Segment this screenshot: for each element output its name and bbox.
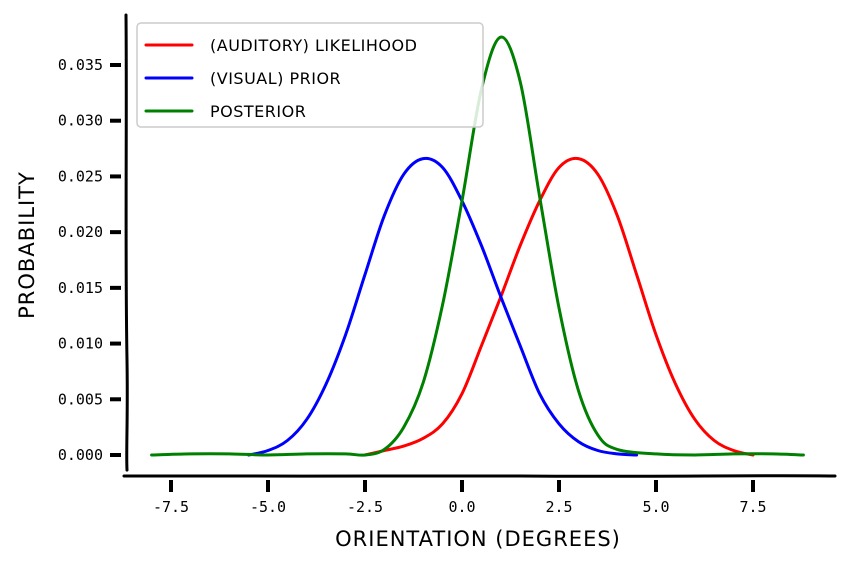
series-line-0: [363, 156, 755, 457]
x-tick-label: -5.0: [250, 498, 286, 516]
legend-label: (VISUAL) PRIOR: [210, 69, 341, 88]
legend-box: [136, 22, 484, 128]
x-tick-label: -7.5: [153, 498, 189, 516]
y-tick-label: 0.035: [58, 56, 103, 74]
y-tick-label: 0.015: [58, 279, 103, 297]
x-axis-line: [122, 474, 837, 478]
x-tick-label: 2.5: [545, 498, 572, 516]
x-tick-label: 7.5: [739, 498, 766, 516]
legend-label: POSTERIOR: [210, 102, 306, 121]
legend-label: (AUDITORY) LIKELIHOOD: [210, 36, 417, 55]
y-tick-label: 0.025: [58, 167, 103, 185]
x-tick-label: 0.0: [448, 498, 475, 516]
y-axis-line: [124, 13, 129, 472]
y-tick-label: 0.030: [58, 112, 103, 130]
series-line-1: [247, 156, 639, 457]
x-tick-label: 5.0: [642, 498, 669, 516]
x-axis-title: ORIENTATION (DEGREES): [335, 527, 621, 551]
legend: (AUDITORY) LIKELIHOOD (VISUAL) PRIOR POSTE…: [136, 22, 484, 128]
y-tick-label: 0.020: [58, 223, 103, 241]
axes: 0.000 0.005 0.010 0.015 0.020 0.025 0.030 0.035…: [58, 13, 837, 516]
x-tick-label: -2.5: [347, 498, 383, 516]
y-tick-label: 0.000: [58, 446, 103, 464]
y-tick-label: 0.010: [58, 335, 103, 353]
y-axis-title: PROBABILITY: [15, 171, 39, 319]
y-tick-label: 0.005: [58, 390, 103, 408]
